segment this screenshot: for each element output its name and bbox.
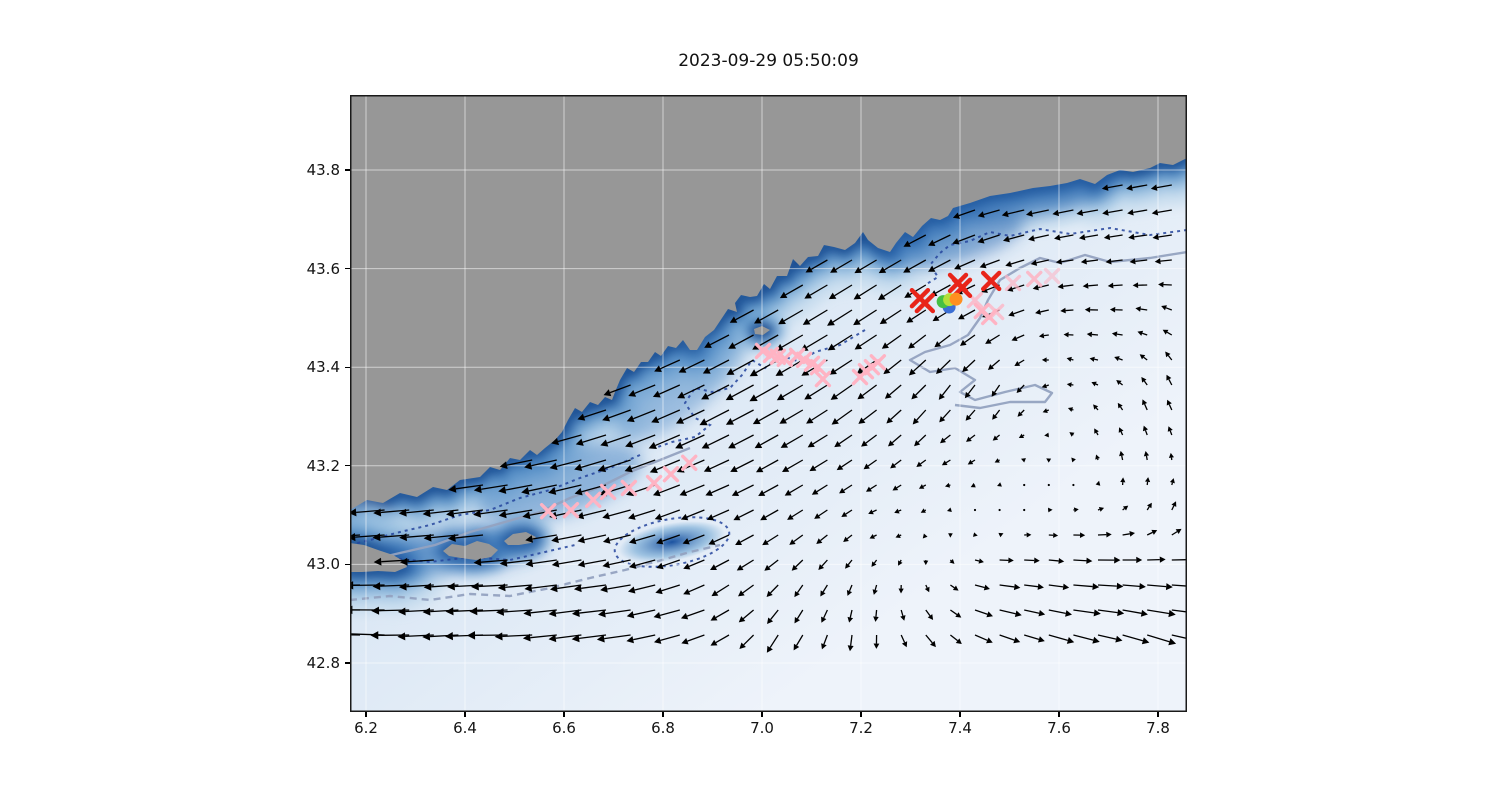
y-tick-label: 42.8	[306, 654, 340, 672]
x-tick-mark	[1058, 712, 1060, 717]
x-tick-mark	[761, 712, 763, 717]
pink-x-markers	[539, 267, 1061, 520]
navy-contour	[654, 329, 866, 449]
x-tick-mark	[959, 712, 961, 717]
x-tick-mark	[563, 712, 565, 717]
x-tick-mark	[662, 712, 664, 717]
x-tick-mark	[464, 712, 466, 717]
map-layers	[350, 95, 1187, 712]
offshore-patch	[618, 521, 726, 563]
trajectory-dots	[936, 292, 963, 314]
x-tick-label: 6.8	[651, 719, 675, 737]
map-plot-area	[350, 95, 1187, 712]
y-tick-label: 43.0	[306, 555, 340, 574]
x-tick-mark	[860, 712, 862, 717]
land-mass	[350, 95, 1187, 510]
navy-contour	[924, 226, 1187, 286]
y-tick-label: 43.8	[306, 161, 340, 179]
x-tick-label: 6.6	[552, 719, 576, 737]
red-x-markers	[909, 270, 1002, 314]
y-tick-mark	[345, 465, 350, 467]
y-tick-mark	[345, 267, 350, 270]
x-tick-label: 6.2	[354, 719, 378, 737]
x-tick-label: 7.0	[750, 719, 774, 737]
land-mass	[443, 541, 498, 560]
plot-title: 2023-09-29 05:50:09	[678, 51, 859, 71]
y-tick-mark	[345, 662, 350, 664]
map-svg	[350, 95, 1187, 712]
x-tick-label: 7.2	[849, 719, 873, 737]
y-tick-label: 43.2	[306, 456, 340, 475]
gray-contour	[350, 543, 721, 602]
x-tick-label: 6.4	[453, 719, 477, 737]
gray-contour	[350, 446, 691, 567]
y-tick-mark	[345, 366, 350, 368]
land-mass	[504, 532, 536, 545]
field-shade	[478, 442, 642, 524]
axes-border	[350, 95, 1187, 712]
x-tick-label: 7.6	[1047, 719, 1071, 737]
navy-contour	[613, 516, 731, 568]
y-tick-mark	[345, 169, 350, 171]
current-vector-field	[350, 184, 1187, 653]
x-tick-mark	[365, 712, 367, 717]
y-tick-label: 43.4	[306, 358, 340, 377]
x-tick-label: 7.8	[1146, 719, 1170, 737]
y-tick-label: 43.6	[306, 259, 340, 278]
x-tick-label: 7.4	[948, 719, 972, 737]
y-tick-mark	[345, 563, 350, 566]
x-tick-mark	[1157, 712, 1159, 717]
